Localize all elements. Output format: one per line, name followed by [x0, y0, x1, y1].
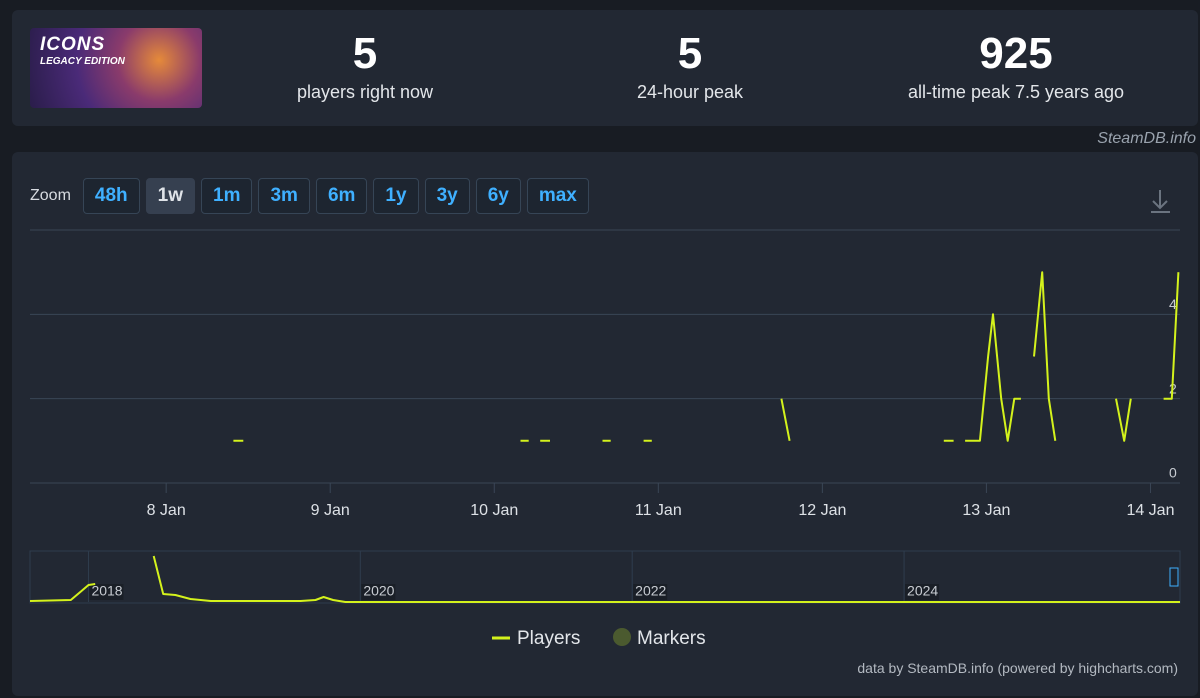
stat-value: 5: [352, 29, 378, 78]
zoom-button[interactable]: 6y: [475, 178, 521, 214]
x-tick-label: 12 Jan: [798, 502, 846, 519]
x-tick-label: 10 Jan: [470, 502, 518, 519]
x-tick-label: 13 Jan: [962, 502, 1010, 519]
zoom-button[interactable]: 1m: [201, 178, 253, 214]
zoom-button[interactable]: 1w: [145, 178, 196, 214]
x-tick-label: 9 Jan: [311, 502, 350, 519]
chart-panel: [12, 152, 1198, 696]
stat-label: 24-hour peak: [636, 82, 744, 102]
zoom-button[interactable]: max: [526, 178, 589, 214]
download-icon[interactable]: [1151, 190, 1170, 213]
stat: 925 all-time peak 7.5 years ago: [856, 30, 1176, 103]
x-tick-label: 14 Jan: [1126, 502, 1174, 519]
x-tick-label: 2018: [91, 583, 122, 599]
legend-label[interactable]: Markers: [637, 628, 706, 649]
navigator-handle[interactable]: [1169, 567, 1179, 587]
y-tick-label: 4: [1169, 296, 1177, 312]
zoom-button[interactable]: 1y: [373, 178, 419, 214]
summary-panel: [12, 10, 1198, 126]
x-tick-label: 2024: [907, 583, 938, 599]
x-tick-label: 8 Jan: [147, 502, 186, 519]
series-line: [29, 555, 1180, 603]
legend-symbol: [613, 628, 631, 646]
stat-label: players right now: [296, 82, 434, 102]
y-tick-label: 0: [1169, 465, 1177, 481]
stat: 5 24-hour peak: [530, 30, 850, 103]
watermark: SteamDB.info: [1097, 130, 1196, 147]
x-tick-label-bg: [633, 584, 668, 600]
logo-title: ICONS: [40, 34, 106, 55]
game-logo[interactable]: ICONS LEGACY EDITION: [30, 28, 202, 108]
stat: 5 players right now: [205, 30, 525, 103]
zoom-button[interactable]: 3m: [258, 178, 310, 214]
zoom-button[interactable]: 48h: [82, 178, 140, 214]
x-tick-label: 2020: [363, 583, 394, 599]
navigator-frame: [29, 550, 1181, 604]
legend-label[interactable]: Players: [517, 628, 580, 649]
logo-subtitle: LEGACY EDITION: [40, 56, 125, 67]
stat-value: 925: [979, 29, 1053, 78]
x-tick-label-bg: [905, 584, 940, 600]
zoom-label: Zoom: [30, 187, 71, 204]
credits[interactable]: data by SteamDB.info (powered by highcha…: [857, 660, 1178, 676]
zoom-button[interactable]: 3y: [424, 178, 470, 214]
stat-value: 5: [677, 29, 703, 78]
series-line: [233, 271, 1180, 442]
x-tick-label: 11 Jan: [635, 502, 682, 519]
zoom-bar: Zoom 48h 1w 1m 3m 6m 1y 3y 6y max: [30, 178, 589, 214]
stat-label: all-time peak 7.5 years ago: [907, 82, 1125, 102]
x-tick-label-bg: [89, 584, 124, 600]
zoom-button[interactable]: 6m: [315, 178, 368, 214]
x-tick-label-bg: [361, 584, 396, 600]
x-tick-label: 2022: [635, 583, 666, 599]
